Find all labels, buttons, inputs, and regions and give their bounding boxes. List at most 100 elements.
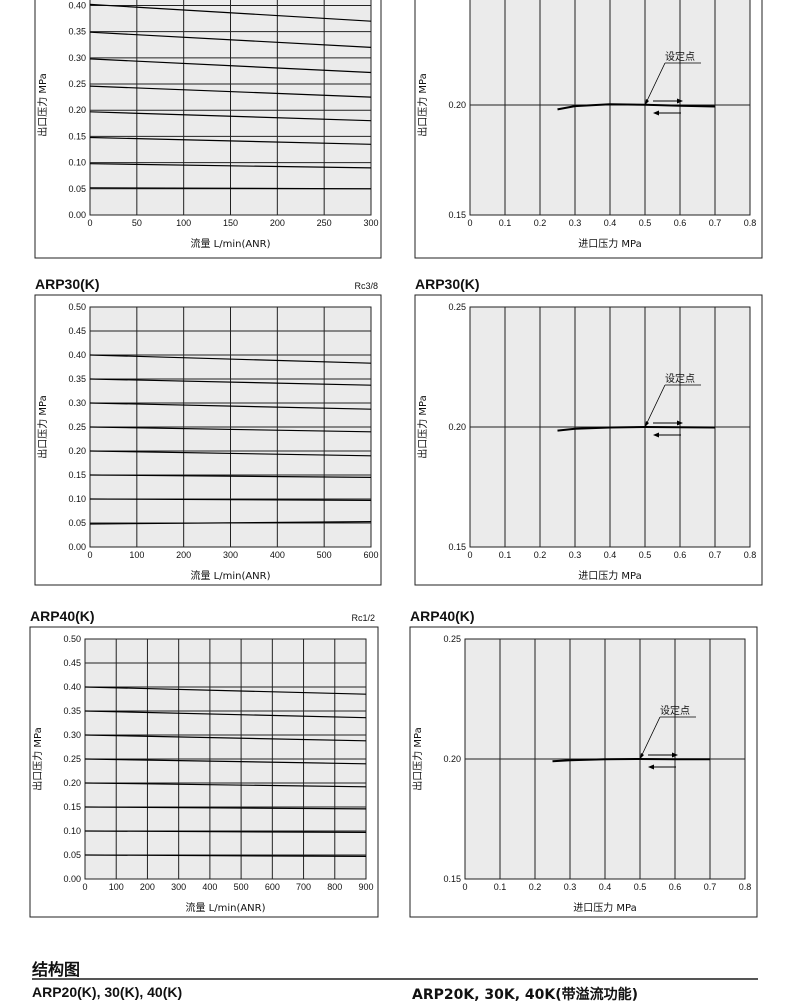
x-tick-label: 0.4 <box>604 550 617 560</box>
series-line-3 <box>89 402 372 410</box>
set-point-leader <box>644 384 666 428</box>
series-line-2 <box>89 31 372 48</box>
y-tick-label: 0.35 <box>63 706 81 716</box>
series-line-5 <box>84 782 367 788</box>
decrease-arrowhead <box>648 764 654 770</box>
decrease-arrowhead <box>653 432 659 438</box>
x-tick-label: 0.4 <box>599 882 612 892</box>
series-line-1 <box>84 686 367 695</box>
series-line-6 <box>89 136 372 145</box>
series-line-6 <box>84 806 367 810</box>
x-axis-label: 进口压力 MPa <box>578 237 642 250</box>
x-tick-label: 0.3 <box>569 550 582 560</box>
x-tick-label: 400 <box>270 550 285 560</box>
y-tick-label: 0.35 <box>68 374 86 384</box>
y-tick-label: 0.00 <box>68 542 86 552</box>
x-tick-label: 0.7 <box>704 882 717 892</box>
set-point-label: 设定点 <box>665 372 695 385</box>
x-tick-label: 0.3 <box>564 882 577 892</box>
increase-arrowhead <box>672 752 678 758</box>
y-tick-label: 0.05 <box>68 184 86 194</box>
x-tick-label: 300 <box>223 550 238 560</box>
y-tick-label: 0.25 <box>68 79 86 89</box>
series-line-8 <box>89 521 372 525</box>
x-tick-label: 200 <box>140 882 155 892</box>
x-axis-label: 进口压力 MPa <box>573 901 637 914</box>
chart-title: ARP40(K) <box>410 608 475 624</box>
x-tick-label: 800 <box>327 882 342 892</box>
y-tick-label: 0.45 <box>63 658 81 668</box>
x-tick-label: 0.7 <box>709 550 722 560</box>
x-tick-label: 900 <box>358 882 373 892</box>
y-tick-label: 0.10 <box>68 494 86 504</box>
x-tick-label: 400 <box>202 882 217 892</box>
y-tick-label: 0.25 <box>63 754 81 764</box>
series-line-8 <box>89 187 372 190</box>
y-tick-label: 0.25 <box>443 634 461 644</box>
series-line-3 <box>89 58 372 74</box>
x-tick-label: 600 <box>363 550 378 560</box>
x-tick-label: 0.4 <box>604 218 617 228</box>
x-tick-label: 300 <box>171 882 186 892</box>
series-line-8 <box>84 854 367 857</box>
y-tick-label: 0.15 <box>63 802 81 812</box>
y-tick-label: 0.15 <box>68 131 86 141</box>
x-tick-label: 0.6 <box>674 218 687 228</box>
y-axis-label: 出口压力 MPa <box>36 73 49 137</box>
y-tick-label: 0.20 <box>63 778 81 788</box>
x-tick-label: 0 <box>462 882 467 892</box>
series-line-4 <box>89 85 372 98</box>
increase-arrowhead <box>677 98 683 104</box>
series-line-5 <box>89 111 372 122</box>
x-tick-label: 0.5 <box>639 550 652 560</box>
y-tick-label: 0.20 <box>443 754 461 764</box>
y-tick-label: 0.25 <box>68 422 86 432</box>
y-tick-label: 0.20 <box>68 105 86 115</box>
x-tick-label: 0 <box>82 882 87 892</box>
y-tick-label: 0.20 <box>448 100 466 110</box>
y-tick-label: 0.40 <box>63 682 81 692</box>
y-tick-label: 0.30 <box>68 398 86 408</box>
y-tick-label: 0.35 <box>68 27 86 37</box>
section-divider <box>32 978 758 980</box>
structure-subtitle-left: ARP20(K), 30(K), 40(K) <box>32 984 183 1000</box>
y-tick-label: 0.50 <box>68 302 86 312</box>
series-line-6 <box>89 474 372 478</box>
x-axis-label: 流量 L/min(ANR) <box>185 901 265 914</box>
series-line-1 <box>552 757 710 763</box>
x-tick-label: 0.2 <box>529 882 542 892</box>
y-tick-label: 0.30 <box>68 53 86 63</box>
y-tick-label: 0.00 <box>68 210 86 220</box>
increase-arrowhead <box>677 420 683 426</box>
y-tick-label: 0.40 <box>68 0 86 10</box>
x-tick-label: 500 <box>234 882 249 892</box>
set-point-leader <box>644 62 666 106</box>
x-tick-label: 500 <box>317 550 332 560</box>
y-tick-label: 0.45 <box>68 326 86 336</box>
x-tick-label: 0.6 <box>669 882 682 892</box>
x-tick-label: 100 <box>109 882 124 892</box>
y-tick-label: 0.15 <box>448 542 466 552</box>
chart-4: 0 0.1 0.2 0.3 0.4 0.5 0.6 0.7 0.8 0.15 0.20 0.25 进口压… <box>414 276 763 586</box>
y-tick-label: 0.50 <box>63 634 81 644</box>
set-point-arrowhead <box>645 421 649 427</box>
x-tick-label: 0.1 <box>499 218 512 228</box>
y-tick-label: 0.00 <box>63 874 81 884</box>
x-axis-label: 流量 L/min(ANR) <box>190 569 270 582</box>
y-tick-label: 0.10 <box>63 826 81 836</box>
x-tick-label: 700 <box>296 882 311 892</box>
x-tick-label: 0.5 <box>639 218 652 228</box>
y-tick-label: 0.05 <box>68 518 86 528</box>
x-tick-label: 0.8 <box>739 882 752 892</box>
set-point-arrowhead <box>640 753 644 759</box>
x-tick-label: 0.6 <box>674 550 687 560</box>
x-tick-label: 0.1 <box>494 882 507 892</box>
y-axis-label: 出口压力 MPa <box>411 727 424 791</box>
structure-section: 结构图 ARP20(K), 30(K), 40(K) ARP20K, 30K, … <box>0 950 790 1003</box>
chart-2: 0 0.1 0.2 0.3 0.4 0.5 0.6 0.7 0.8 0.15 0.20 进口压力 MP… <box>414 0 763 259</box>
series-line-4 <box>89 426 372 433</box>
series-line-3 <box>84 734 367 742</box>
set-point-label: 设定点 <box>665 50 695 63</box>
y-axis-label: 出口压力 MPa <box>31 727 44 791</box>
x-axis-label: 进口压力 MPa <box>578 569 642 582</box>
